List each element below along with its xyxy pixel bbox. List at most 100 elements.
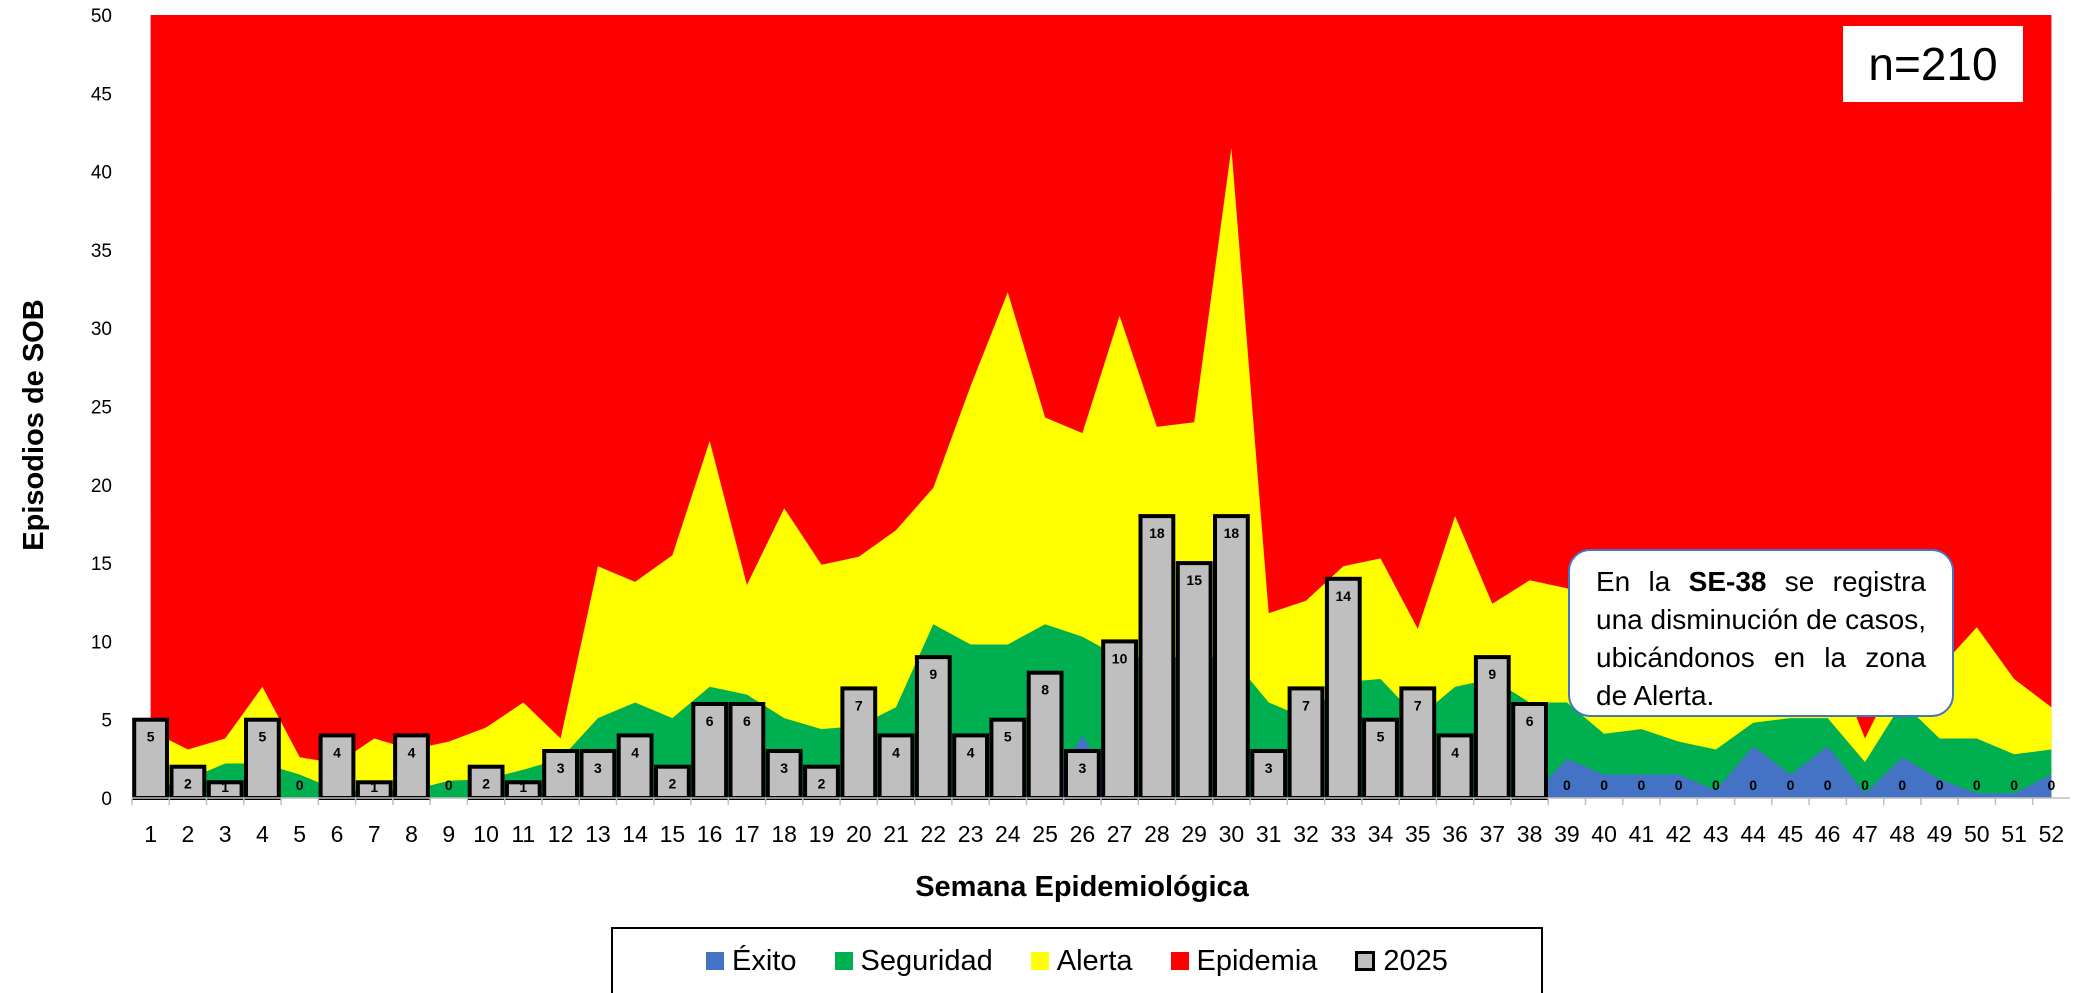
bar-label-week-5: 0: [296, 777, 304, 793]
bar-label-week-9: 0: [445, 777, 453, 793]
x-tick-29: 29: [1181, 821, 1207, 847]
legend-label-exito: Éxito: [732, 944, 797, 977]
bar-label-week-35: 7: [1414, 697, 1422, 713]
x-tick-40: 40: [1591, 821, 1617, 847]
bar-label-week-19: 2: [818, 776, 826, 792]
x-tick-47: 47: [1852, 821, 1878, 847]
y-tick-45: 45: [91, 84, 112, 105]
x-tick-37: 37: [1480, 821, 1506, 847]
x-tick-46: 46: [1815, 821, 1841, 847]
x-tick-18: 18: [771, 821, 797, 847]
legend-swatch-alerta: [1030, 952, 1049, 970]
bar-week-30: [1213, 514, 1250, 800]
bar-label-week-24: 5: [1004, 729, 1012, 745]
annotation-suffix: se registra una disminución de casos, ub…: [1596, 566, 1926, 711]
x-tick-32: 32: [1293, 821, 1319, 847]
x-tick-22: 22: [921, 821, 947, 847]
bar-label-week-38: 6: [1526, 713, 1534, 729]
x-tick-33: 33: [1331, 821, 1357, 847]
y-tick-50: 50: [91, 6, 112, 27]
bar-label-week-41: 0: [1638, 777, 1646, 793]
bar-label-week-4: 5: [259, 729, 267, 745]
bar-label-week-10: 2: [482, 776, 490, 792]
x-tick-25: 25: [1032, 821, 1058, 847]
x-tick-5: 5: [293, 821, 306, 847]
bar-week-18: [765, 749, 803, 800]
bar-label-week-26: 3: [1079, 760, 1087, 776]
bar-label-week-25: 8: [1041, 682, 1049, 698]
y-tick-0: 0: [101, 789, 112, 810]
x-tick-35: 35: [1405, 821, 1431, 847]
bar-label-week-2: 2: [184, 776, 192, 792]
legend-swatch-exito: [706, 952, 725, 970]
bar-week-20: [840, 686, 878, 801]
y-tick-25: 25: [91, 398, 112, 419]
x-tick-10: 10: [473, 821, 499, 847]
y-tick-10: 10: [91, 632, 112, 653]
x-tick-42: 42: [1666, 821, 1692, 847]
bar-week-37: [1473, 655, 1511, 800]
x-axis-title: Semana Epidemiológica: [915, 871, 1249, 903]
bar-label-week-28: 18: [1149, 525, 1165, 541]
bar-label-week-43: 0: [1712, 777, 1720, 793]
annotation-prefix: En la: [1596, 566, 1689, 597]
x-tick-50: 50: [1964, 821, 1990, 847]
bar-label-week-18: 3: [780, 760, 788, 776]
x-tick-12: 12: [548, 821, 574, 847]
bar-week-12: [542, 749, 580, 800]
bar-week-28: [1138, 514, 1176, 800]
x-tick-36: 36: [1442, 821, 1468, 847]
x-tick-labels: 1 2 3 4 5 6 7 8 9 10 11 12 13 14 15 16 17 18 19 20 21 22 23 24 2…: [144, 821, 2064, 847]
bar-label-week-23: 4: [967, 744, 975, 760]
x-tick-23: 23: [958, 821, 984, 847]
bar-label-week-50: 0: [1973, 777, 1981, 793]
bar-label-week-48: 0: [1898, 777, 1906, 793]
bar-label-week-34: 5: [1377, 729, 1385, 745]
legend-swatch-2025: [1355, 951, 1376, 971]
axes: [131, 797, 2070, 805]
bar-week-21: [877, 733, 915, 801]
bar-label-week-45: 0: [1787, 777, 1795, 793]
bar-label-week-49: 0: [1936, 777, 1944, 793]
bar-week-17: [728, 702, 766, 800]
x-tick-30: 30: [1219, 821, 1245, 847]
y-tick-40: 40: [91, 163, 112, 184]
x-tick-44: 44: [1740, 821, 1766, 847]
y-tick-30: 30: [91, 319, 112, 340]
x-tick-28: 28: [1144, 821, 1170, 847]
x-tick-27: 27: [1107, 821, 1133, 847]
x-tick-8: 8: [405, 821, 418, 847]
legend-label-epidemia: Epidemia: [1196, 944, 1318, 977]
bar-label-week-39: 0: [1563, 777, 1571, 793]
x-tick-20: 20: [846, 821, 872, 847]
bar-label-week-46: 0: [1824, 777, 1832, 793]
bar-week-22: [914, 655, 952, 800]
x-tick-6: 6: [331, 821, 344, 847]
bar-label-week-17: 6: [743, 713, 751, 729]
x-tick-31: 31: [1256, 821, 1282, 847]
y-tick-15: 15: [91, 554, 112, 575]
bar-label-week-40: 0: [1600, 777, 1608, 793]
legend-item-exito: Éxito: [706, 944, 797, 978]
x-tick-48: 48: [1890, 821, 1916, 847]
x-tick-19: 19: [809, 821, 835, 847]
legend-item-alerta: Alerta: [1030, 945, 1133, 978]
bar-label-week-22: 9: [929, 666, 937, 682]
x-tick-3: 3: [219, 821, 232, 847]
x-tick-26: 26: [1070, 821, 1096, 847]
bar-week-8: [393, 733, 430, 801]
x-tick-38: 38: [1517, 821, 1543, 847]
bar-label-week-15: 2: [669, 776, 677, 792]
x-tick-15: 15: [660, 821, 686, 847]
bar-week-36: [1436, 733, 1474, 801]
bar-label-week-20: 7: [855, 697, 863, 713]
x-tick-17: 17: [734, 821, 760, 847]
x-tick-45: 45: [1778, 821, 1804, 847]
y-tick-20: 20: [91, 476, 112, 497]
bar-label-week-13: 3: [594, 760, 602, 776]
x-tick-21: 21: [883, 821, 909, 847]
x-tick-1: 1: [144, 821, 157, 847]
bar-week-23: [952, 733, 990, 801]
x-tick-11: 11: [511, 821, 535, 847]
